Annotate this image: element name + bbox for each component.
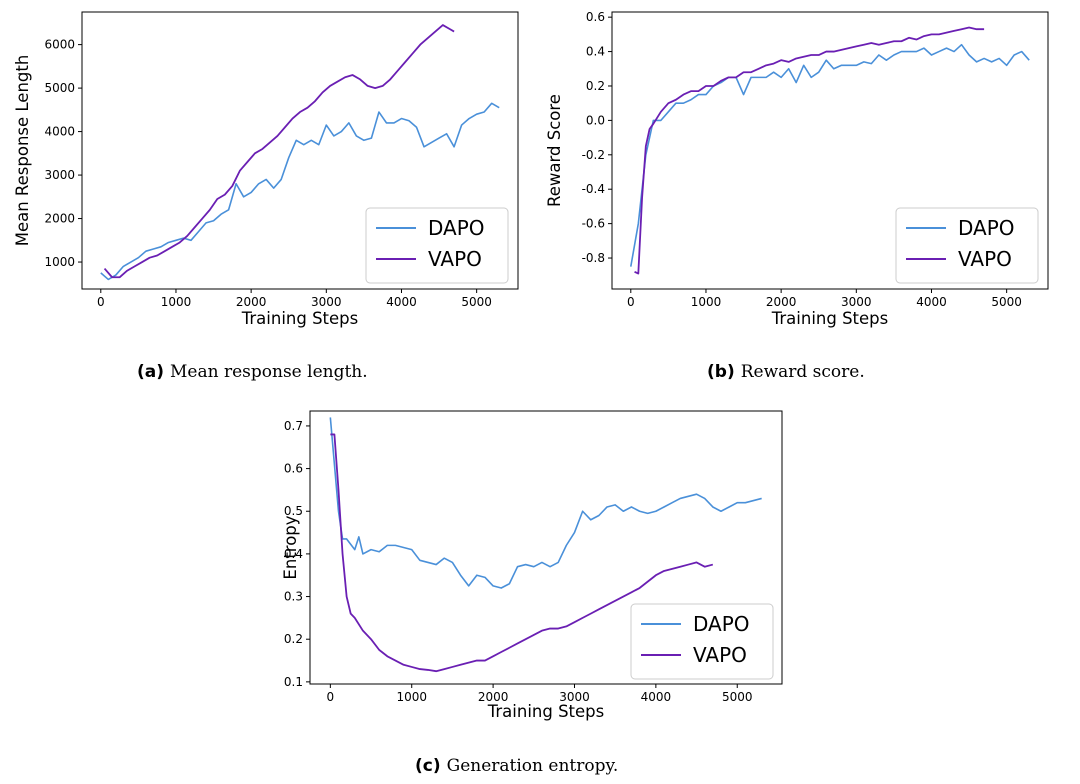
- legend-label-dapo: DAPO: [693, 612, 750, 636]
- legend: DAPO VAPO: [895, 207, 1039, 284]
- y-tick-label: 0.6: [586, 10, 605, 24]
- caption-a-tag: (a): [137, 362, 165, 382]
- x-tick-label: 5000: [991, 295, 1022, 309]
- series-line-dapo: [100, 102, 500, 281]
- x-tick-label: 5000: [461, 295, 492, 309]
- y-tick-label: -0.2: [582, 148, 605, 162]
- plot-frame: [309, 410, 783, 685]
- y-tick-label: 5000: [44, 81, 75, 95]
- caption-c-tag: (c): [415, 756, 441, 776]
- legend-box: [895, 207, 1039, 284]
- x-tick-label: 0: [327, 690, 335, 704]
- legend-label-vapo: VAPO: [958, 247, 1012, 271]
- x-tick-label: 3000: [841, 295, 872, 309]
- x-axis-label: Training Steps: [241, 309, 359, 328]
- y-tick-label: 0.2: [284, 632, 303, 646]
- y-axis-label: Reward Score: [545, 94, 564, 207]
- x-tick-label: 2000: [766, 295, 797, 309]
- caption-b-tag: (b): [707, 362, 735, 382]
- caption-a-text: Mean response length.: [170, 362, 368, 382]
- y-tick-label: 0.4: [586, 45, 605, 59]
- x-axis-label: Training Steps: [771, 309, 889, 328]
- x-tick-label: 3000: [311, 295, 342, 309]
- chart-c: 0 1000 2000 3000 4000 5000 0.1 0.2 0.3 0.4 0.5 0.6 0…: [281, 410, 783, 721]
- caption-c-text: Generation entropy.: [446, 756, 619, 776]
- y-axis-label: Mean Response Length: [13, 55, 32, 247]
- x-tick-label: 4000: [641, 690, 672, 704]
- series-line-vapo: [330, 433, 714, 673]
- y-tick-label: 0.3: [284, 590, 303, 604]
- y-axis-label: Entropy: [281, 515, 300, 579]
- x-tick-label: 4000: [386, 295, 417, 309]
- x-tick-label: 0: [97, 295, 105, 309]
- caption-b: (b) Reward score.: [707, 362, 865, 382]
- y-tick-label: 2000: [44, 212, 75, 226]
- legend-label-dapo: DAPO: [428, 216, 485, 240]
- chart-b: 0 1000 2000 3000 4000 5000 -0.8 -0.6 -0.4 -0.2 0.0…: [545, 10, 1049, 328]
- x-tick-label: 3000: [559, 690, 590, 704]
- y-tick-label: 4000: [44, 125, 75, 139]
- y-tick-label: 0.4: [284, 547, 303, 561]
- caption-a: (a) Mean response length.: [137, 362, 368, 382]
- y-tick-label: 0.2: [586, 79, 605, 93]
- legend: DAPO VAPO: [365, 207, 509, 284]
- x-tick-label: 1000: [396, 690, 427, 704]
- y-tick-label: -0.6: [582, 217, 605, 231]
- y-tick-label: 3000: [44, 168, 75, 182]
- legend: DAPO VAPO: [630, 603, 774, 680]
- x-tick-label: 2000: [478, 690, 509, 704]
- legend-box: [630, 603, 774, 680]
- series-line-dapo: [630, 43, 1030, 267]
- x-tick-label: 5000: [722, 690, 753, 704]
- x-axis-label: Training Steps: [487, 702, 605, 721]
- x-tick-label: 2000: [236, 295, 267, 309]
- x-tick-label: 0: [627, 295, 635, 309]
- legend-label-dapo: DAPO: [958, 216, 1015, 240]
- chart-a: 0 1000 2000 3000 4000 5000 1000 2000 3000 4000 500…: [13, 11, 519, 328]
- series-line-dapo: [329, 417, 762, 589]
- x-tick-label: 1000: [691, 295, 722, 309]
- y-tick-label: 1000: [44, 255, 75, 269]
- plot-frame: [611, 11, 1049, 290]
- y-tick-label: 6000: [44, 38, 75, 52]
- y-tick-label: 0.1: [284, 675, 303, 689]
- caption-b-text: Reward score.: [740, 362, 865, 382]
- y-tick-label: 0.0: [586, 113, 605, 127]
- x-tick-label: 1000: [161, 295, 192, 309]
- series-line-vapo: [103, 24, 455, 279]
- x-tick-label: 4000: [916, 295, 947, 309]
- y-tick-label: -0.8: [582, 251, 605, 265]
- legend-box: [365, 207, 509, 284]
- caption-c: (c) Generation entropy.: [415, 756, 618, 776]
- y-tick-label: 0.7: [284, 419, 303, 433]
- legend-label-vapo: VAPO: [693, 643, 747, 667]
- y-tick-label: 0.6: [284, 462, 303, 476]
- legend-label-vapo: VAPO: [428, 247, 482, 271]
- y-tick-label: -0.4: [582, 182, 605, 196]
- plot-frame: [81, 11, 519, 290]
- series-line-vapo: [634, 26, 985, 275]
- y-tick-label: 0.5: [284, 504, 303, 518]
